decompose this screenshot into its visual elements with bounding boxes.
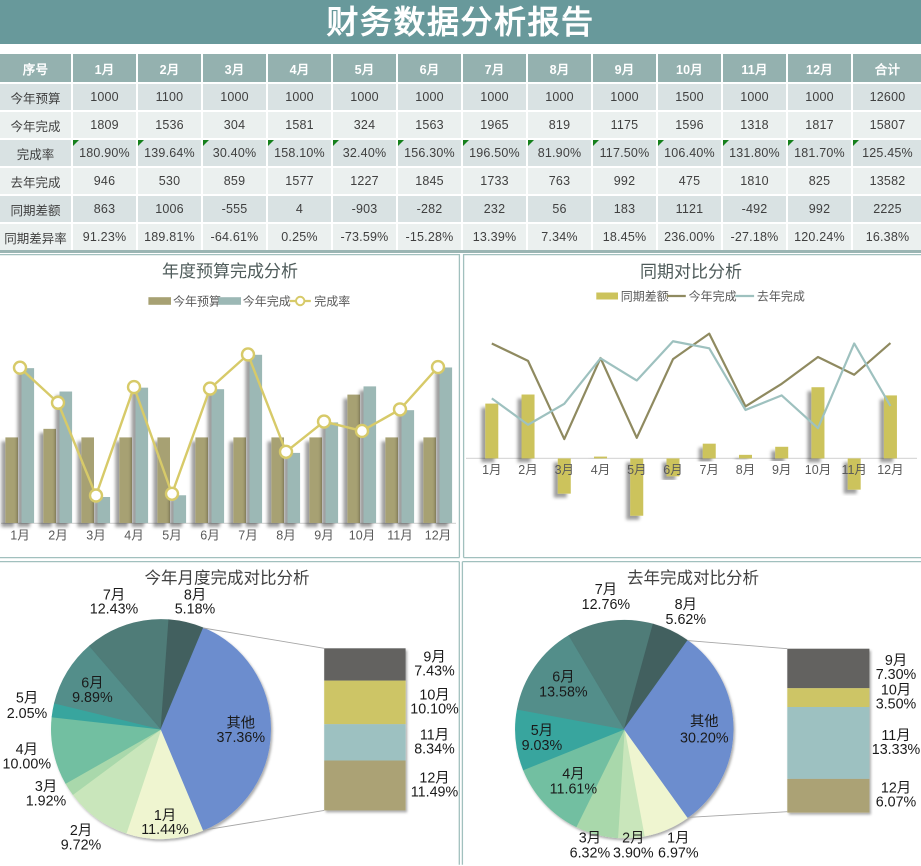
svg-text:3月: 3月 — [86, 528, 105, 542]
svg-text:9.89%: 9.89% — [72, 690, 113, 706]
svg-text:9.72%: 9.72% — [61, 838, 102, 854]
svg-text:同期对比分析: 同期对比分析 — [640, 263, 742, 282]
svg-text:2.05%: 2.05% — [7, 706, 48, 722]
svg-text:10月: 10月 — [349, 528, 375, 542]
svg-text:30.20%: 30.20% — [680, 730, 729, 746]
svg-text:今年预算: 今年预算 — [173, 294, 221, 309]
svg-text:11.61%: 11.61% — [550, 781, 598, 797]
svg-text:4月: 4月 — [562, 766, 584, 782]
svg-text:10月: 10月 — [419, 688, 449, 704]
svg-text:6月: 6月 — [552, 669, 574, 685]
svg-text:4月: 4月 — [124, 528, 143, 542]
svg-text:2月: 2月 — [622, 830, 644, 846]
svg-text:5月: 5月 — [162, 528, 181, 542]
svg-text:12月: 12月 — [419, 771, 449, 787]
svg-text:7月: 7月 — [103, 587, 125, 603]
svg-text:其他: 其他 — [227, 714, 256, 731]
svg-text:7月: 7月 — [238, 528, 257, 542]
svg-text:6.97%: 6.97% — [658, 845, 699, 861]
svg-text:10.10%: 10.10% — [410, 702, 459, 718]
svg-text:2月: 2月 — [48, 528, 67, 542]
svg-text:1月: 1月 — [667, 830, 689, 846]
svg-text:12月: 12月 — [881, 780, 911, 796]
svg-text:年度预算完成分析: 年度预算完成分析 — [162, 262, 298, 281]
svg-text:12月: 12月 — [425, 528, 451, 542]
svg-text:10.00%: 10.00% — [3, 756, 52, 772]
svg-text:3月: 3月 — [35, 779, 57, 795]
svg-text:1.92%: 1.92% — [26, 793, 67, 809]
svg-text:7月: 7月 — [595, 582, 617, 598]
svg-text:6.07%: 6.07% — [876, 794, 917, 810]
svg-text:13.33%: 13.33% — [872, 742, 921, 758]
svg-text:完成率: 完成率 — [314, 294, 350, 309]
svg-text:12.43%: 12.43% — [90, 601, 139, 617]
svg-text:其他: 其他 — [690, 713, 719, 730]
svg-text:今年完成: 今年完成 — [243, 294, 291, 309]
svg-text:9月: 9月 — [314, 528, 333, 542]
svg-text:8月: 8月 — [276, 528, 295, 542]
svg-text:5.18%: 5.18% — [175, 601, 216, 617]
svg-text:1月: 1月 — [10, 528, 29, 542]
svg-text:13.58%: 13.58% — [539, 684, 588, 700]
svg-text:5月: 5月 — [531, 723, 553, 739]
svg-text:8月: 8月 — [736, 463, 755, 477]
svg-text:5月: 5月 — [627, 463, 646, 477]
svg-text:10月: 10月 — [881, 682, 911, 698]
svg-text:6月: 6月 — [200, 528, 219, 542]
svg-text:37.36%: 37.36% — [217, 730, 266, 746]
svg-text:4月: 4月 — [591, 463, 610, 477]
svg-text:7.43%: 7.43% — [414, 663, 455, 679]
svg-text:10月: 10月 — [805, 463, 831, 477]
svg-text:9月: 9月 — [423, 649, 445, 665]
svg-text:同期差额: 同期差额 — [621, 290, 669, 304]
svg-text:8月: 8月 — [184, 587, 206, 603]
svg-text:7.30%: 7.30% — [876, 667, 917, 683]
svg-text:11月: 11月 — [881, 728, 910, 744]
svg-text:8月: 8月 — [675, 597, 697, 613]
svg-text:11月: 11月 — [841, 463, 866, 477]
svg-text:2月: 2月 — [518, 463, 537, 477]
svg-text:6月: 6月 — [81, 676, 103, 692]
svg-text:今年完成: 今年完成 — [689, 289, 737, 304]
svg-text:11月: 11月 — [420, 728, 449, 744]
svg-text:12.76%: 12.76% — [582, 597, 631, 613]
svg-text:7月: 7月 — [699, 463, 718, 477]
svg-text:5.62%: 5.62% — [666, 612, 707, 628]
svg-text:今年月度完成对比分析: 今年月度完成对比分析 — [145, 569, 310, 588]
svg-text:9月: 9月 — [885, 653, 907, 669]
svg-text:3.90%: 3.90% — [613, 845, 654, 861]
svg-text:1月: 1月 — [482, 463, 501, 477]
svg-text:6.32%: 6.32% — [570, 845, 611, 861]
svg-text:9.03%: 9.03% — [522, 738, 563, 754]
svg-text:1月: 1月 — [154, 808, 176, 824]
svg-text:5月: 5月 — [16, 691, 38, 707]
svg-text:8.34%: 8.34% — [414, 742, 455, 758]
svg-text:9月: 9月 — [772, 463, 791, 477]
svg-text:去年完成: 去年完成 — [757, 289, 805, 304]
svg-text:3月: 3月 — [555, 463, 574, 477]
svg-text:11月: 11月 — [387, 528, 412, 542]
svg-text:11.44%: 11.44% — [141, 822, 189, 838]
svg-text:6月: 6月 — [663, 463, 682, 477]
svg-text:2月: 2月 — [70, 823, 92, 839]
svg-text:3月: 3月 — [579, 830, 601, 846]
svg-text:4月: 4月 — [16, 742, 38, 758]
svg-text:去年完成对比分析: 去年完成对比分析 — [627, 569, 759, 588]
svg-text:11.49%: 11.49% — [411, 785, 459, 801]
svg-text:12月: 12月 — [877, 463, 903, 477]
svg-text:3.50%: 3.50% — [876, 696, 917, 712]
